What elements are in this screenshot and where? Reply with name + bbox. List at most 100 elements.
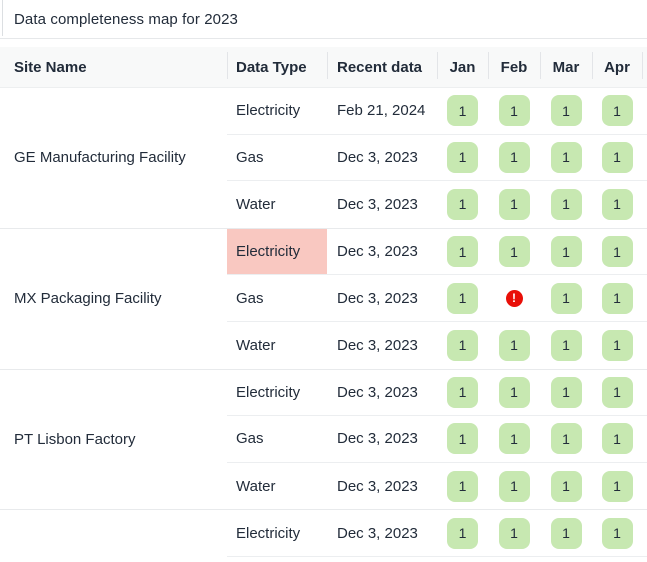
ok-badge[interactable]: 1 [601,95,633,127]
ok-badge[interactable]: 1 [447,329,478,361]
panel-title-bar: Data completeness map for 2023 [0,0,647,39]
ok-badge[interactable]: 1 [550,95,582,127]
month-cell: 1 [592,135,642,182]
ok-badge[interactable]: 1 [447,236,478,268]
ok-badge[interactable]: 1 [601,517,633,549]
column-header-feb: Feb [488,47,540,87]
data-type-cell: Water [236,336,276,354]
data-type-cell: Gas [227,416,327,463]
recent-data-cell: Dec 3, 2023 [327,135,437,182]
month-cell: 1 [592,322,642,369]
ok-badge[interactable]: 1 [601,423,633,455]
month-cell: 1 [488,463,540,510]
ok-badge[interactable]: 1 [498,423,530,455]
column-header-cutoff [642,47,647,87]
ok-badge[interactable]: 1 [601,282,633,314]
month-cell: 1 [592,88,642,135]
ok-badge[interactable]: 1 [550,470,582,502]
month-cell: 1 [437,181,488,228]
month-cell: 1 [592,229,642,276]
month-cell: 1 [540,370,592,417]
month-cell: 1 [437,463,488,510]
ok-badge[interactable]: 1 [601,236,633,268]
table-body: GE Manufacturing Facility Electricity Feb … [0,88,647,557]
month-cell: 1 [592,275,642,322]
data-type-cell: Water [236,195,276,213]
panel-edge-line [2,0,3,36]
ok-badge[interactable]: 1 [550,423,582,455]
month-cell: 1 [540,322,592,369]
month-cell: 1 [592,370,642,417]
site-name-cell: GE Manufacturing Facility [14,149,186,167]
cutoff-cell [642,229,647,276]
ok-badge[interactable]: 1 [550,329,582,361]
data-type-cell: Gas [227,135,327,182]
ok-badge[interactable]: 1 [498,236,530,268]
month-cell: 1 [437,229,488,276]
data-type-cell[interactable]: Electricity [227,228,327,276]
ok-badge[interactable]: 1 [447,470,478,502]
month-cell: ! [488,275,540,322]
ok-badge[interactable]: 1 [447,423,478,455]
error-icon[interactable]: ! [505,289,523,307]
table-header: Site Name Data Type Recent data Jan Feb Mar Ap… [0,47,647,88]
ok-badge[interactable]: 1 [498,517,530,549]
recent-data-cell: Dec 3, 2023 [327,370,437,417]
cutoff-cell [642,463,647,510]
month-cell: 1 [488,181,540,228]
recent-data-cell: Dec 3, 2023 [327,229,437,276]
ok-badge[interactable]: 1 [550,376,582,408]
ok-badge[interactable]: 1 [447,141,478,173]
data-type-cell: Electricity [227,370,327,417]
column-header-site-name: Site Name [14,58,87,76]
completeness-table: Site Name Data Type Recent data Jan Feb Mar Ap… [0,47,647,557]
ok-badge[interactable]: 1 [447,517,478,549]
cutoff-cell [642,370,647,417]
month-cell: 1 [540,88,592,135]
month-cell: 1 [437,370,488,417]
ok-badge[interactable]: 1 [498,188,530,220]
site-name-cell: MX Packaging Facility [14,290,162,308]
cutoff-cell [642,181,647,228]
recent-data-cell: Dec 3, 2023 [327,275,437,322]
ok-badge[interactable]: 1 [498,329,530,361]
cutoff-cell [642,322,647,369]
cutoff-cell [642,416,647,463]
column-header-jan: Jan [437,47,488,87]
month-cell: 1 [488,416,540,463]
ok-badge[interactable]: 1 [550,188,582,220]
recent-data-cell: Feb 21, 2024 [327,88,437,135]
month-cell: 1 [540,275,592,322]
ok-badge[interactable]: 1 [550,517,582,549]
ok-badge[interactable]: 1 [550,236,582,268]
month-cell: 1 [488,510,540,557]
ok-badge[interactable]: 1 [447,95,478,127]
month-cell: 1 [488,322,540,369]
cutoff-cell [642,510,647,557]
column-header-mar: Mar [540,47,592,87]
month-cell: 1 [488,135,540,182]
month-cell: 1 [540,181,592,228]
table-group: MX Packaging Facility Electricity Dec 3, 2… [0,228,647,370]
recent-data-cell: Dec 3, 2023 [337,336,418,354]
ok-badge[interactable]: 1 [601,329,633,361]
ok-badge[interactable]: 1 [447,282,478,314]
data-type-cell: Water [236,477,276,495]
ok-badge[interactable]: 1 [447,188,478,220]
ok-badge[interactable]: 1 [447,376,478,408]
ok-badge[interactable]: 1 [498,470,530,502]
column-header-data-type: Data Type [227,47,327,87]
cutoff-cell [642,135,647,182]
ok-badge[interactable]: 1 [498,376,530,408]
ok-badge[interactable]: 1 [601,470,633,502]
ok-badge[interactable]: 1 [601,188,633,220]
ok-badge[interactable]: 1 [601,376,633,408]
recent-data-cell: Dec 3, 2023 [327,510,437,557]
ok-badge[interactable]: 1 [498,95,530,127]
ok-badge[interactable]: 1 [601,141,633,173]
ok-badge[interactable]: 1 [498,141,530,173]
ok-badge[interactable]: 1 [550,141,582,173]
table-group: Electricity Dec 3, 2023 1 1 1 1 [0,510,647,557]
month-cell: 1 [592,463,642,510]
ok-badge[interactable]: 1 [550,282,582,314]
